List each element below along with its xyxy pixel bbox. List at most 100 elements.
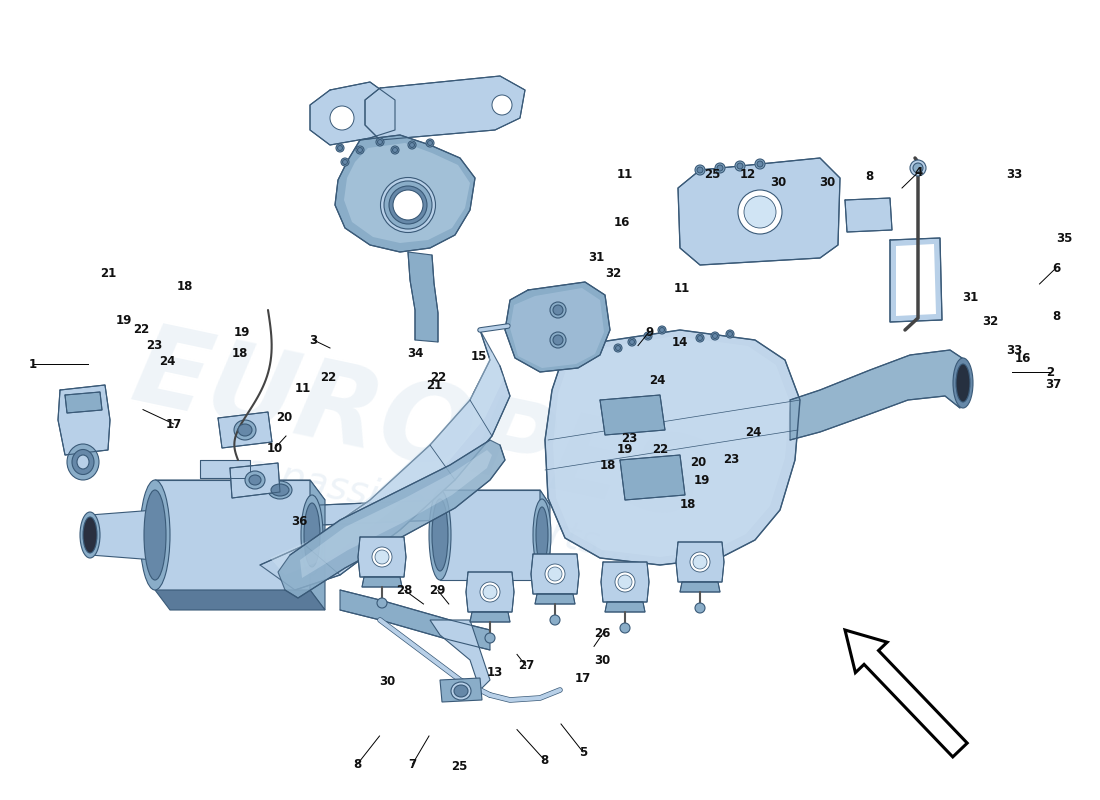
Circle shape [377, 598, 387, 608]
Text: 22: 22 [320, 371, 336, 384]
Polygon shape [540, 490, 550, 595]
Text: 23: 23 [146, 339, 162, 352]
Polygon shape [65, 392, 102, 413]
Polygon shape [890, 238, 942, 322]
Polygon shape [440, 490, 550, 505]
Text: 21: 21 [100, 267, 116, 280]
Circle shape [690, 552, 710, 572]
Polygon shape [310, 82, 395, 145]
Polygon shape [466, 572, 514, 612]
Circle shape [390, 146, 399, 154]
Polygon shape [440, 678, 482, 702]
Ellipse shape [429, 490, 451, 580]
Ellipse shape [234, 420, 256, 440]
Ellipse shape [67, 444, 99, 480]
Text: 7: 7 [408, 758, 417, 770]
Text: 22: 22 [652, 443, 668, 456]
Text: 8: 8 [353, 758, 362, 770]
Text: 33: 33 [1006, 344, 1022, 357]
Ellipse shape [301, 495, 323, 575]
Circle shape [393, 147, 397, 153]
Circle shape [550, 332, 566, 348]
Text: 6: 6 [1052, 262, 1060, 274]
Circle shape [480, 582, 501, 602]
Ellipse shape [381, 178, 436, 233]
Polygon shape [310, 480, 324, 610]
Ellipse shape [144, 490, 166, 580]
Ellipse shape [80, 512, 100, 558]
Text: EUROPES: EUROPES [123, 317, 716, 543]
Circle shape [660, 327, 664, 333]
Polygon shape [535, 594, 575, 604]
Ellipse shape [432, 499, 448, 571]
Circle shape [646, 334, 650, 338]
Text: 22: 22 [133, 323, 148, 336]
Polygon shape [680, 582, 720, 592]
Text: 17: 17 [575, 672, 591, 685]
Text: 22: 22 [430, 371, 446, 384]
Polygon shape [845, 630, 967, 757]
Ellipse shape [389, 186, 427, 224]
Polygon shape [505, 282, 611, 372]
Circle shape [615, 572, 635, 592]
Text: 3: 3 [309, 334, 318, 346]
Text: 19: 19 [117, 314, 132, 326]
Text: 12: 12 [740, 168, 756, 181]
Text: 28: 28 [397, 584, 412, 597]
Polygon shape [510, 288, 604, 368]
Text: 32: 32 [982, 315, 998, 328]
Circle shape [550, 302, 566, 318]
Circle shape [693, 555, 707, 569]
Circle shape [375, 550, 389, 564]
Text: 37: 37 [1046, 378, 1062, 390]
Polygon shape [790, 350, 965, 440]
Text: 30: 30 [820, 176, 835, 189]
Ellipse shape [956, 364, 970, 402]
Text: 26: 26 [595, 627, 610, 640]
Ellipse shape [536, 507, 548, 563]
Polygon shape [531, 554, 579, 594]
Polygon shape [676, 542, 724, 582]
Circle shape [409, 142, 415, 147]
Text: 16: 16 [614, 216, 629, 229]
Ellipse shape [82, 517, 97, 553]
Circle shape [913, 163, 923, 173]
Circle shape [483, 585, 497, 599]
Circle shape [550, 615, 560, 625]
Text: 4: 4 [914, 166, 923, 178]
Polygon shape [600, 395, 666, 435]
Circle shape [336, 144, 344, 152]
Circle shape [695, 603, 705, 613]
Ellipse shape [249, 475, 261, 485]
Circle shape [616, 346, 620, 350]
Text: 16: 16 [1015, 352, 1031, 365]
Text: 30: 30 [771, 176, 786, 189]
Ellipse shape [268, 481, 292, 499]
Text: 32: 32 [606, 267, 621, 280]
Text: 24: 24 [746, 426, 761, 438]
Text: 27: 27 [518, 659, 534, 672]
Ellipse shape [77, 455, 89, 469]
Circle shape [618, 575, 632, 589]
Ellipse shape [271, 484, 289, 496]
Polygon shape [896, 244, 936, 316]
Circle shape [356, 146, 364, 154]
Polygon shape [553, 336, 790, 557]
Text: 14: 14 [672, 336, 688, 349]
Circle shape [629, 339, 635, 345]
Ellipse shape [454, 685, 467, 697]
Circle shape [358, 147, 363, 153]
Circle shape [735, 161, 745, 171]
Polygon shape [620, 455, 685, 500]
Circle shape [614, 344, 622, 352]
Polygon shape [336, 135, 475, 252]
Text: 20: 20 [691, 456, 706, 469]
Polygon shape [260, 330, 510, 590]
Polygon shape [300, 450, 492, 578]
Ellipse shape [384, 181, 432, 229]
Circle shape [717, 165, 723, 171]
Circle shape [553, 335, 563, 345]
Polygon shape [365, 76, 525, 140]
Polygon shape [470, 612, 510, 622]
Polygon shape [218, 412, 272, 448]
